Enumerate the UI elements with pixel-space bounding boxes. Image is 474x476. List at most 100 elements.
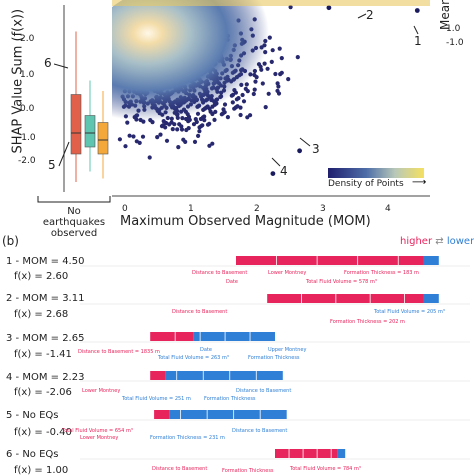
- boxplot: [70, 31, 82, 182]
- y-tick: 0.0: [20, 104, 35, 114]
- row-fx: f(x) = 2.60: [14, 271, 69, 282]
- callout-2: 2: [366, 8, 374, 22]
- x-tick: 1: [188, 204, 194, 214]
- annotation: Distance to Basement: [152, 466, 208, 472]
- row-fx: f(x) = -0.40: [14, 427, 72, 438]
- scatter-point: [123, 144, 128, 149]
- annotation: Distance to Basement: [232, 428, 288, 434]
- force-bar-lower: [165, 371, 283, 380]
- scatter-point: [210, 141, 215, 146]
- annotation: Distance to Basement: [236, 388, 292, 394]
- row-title: 1 - MOM = 4.50: [6, 256, 85, 267]
- no-eq-label-line2: observed: [50, 228, 98, 239]
- annotation: Distance to Basement: [172, 309, 228, 315]
- x-axis-label: Maximum Observed Magnitude (MOM): [120, 214, 371, 229]
- annotation: Distance to Basement = 1835 m: [78, 349, 160, 355]
- scatter-point: [131, 134, 136, 139]
- y-tick: 2.0: [20, 34, 35, 44]
- panel-b-letter: (b): [2, 234, 19, 248]
- panel-a: SHAP Value Sum (f(x)) 2.0 1.0 0.0 -1.0 -…: [0, 0, 474, 239]
- annotation: Date: [226, 279, 238, 285]
- annotation: Formation Thickness = 231 m: [150, 435, 225, 441]
- row-title: 5 - No EQs: [6, 410, 59, 421]
- y-tick: -1.0: [18, 133, 36, 143]
- force-legend: higher ⇄ lower: [400, 236, 474, 247]
- annotation: Total Fluid Volume = 205 m³: [374, 309, 445, 315]
- callout-3: 3: [312, 142, 320, 156]
- density-colorbar: [328, 168, 424, 178]
- annotation: Total Fluid Volume = 251 m: [122, 396, 191, 402]
- annotation: Formation Thickness = 202 m: [330, 319, 405, 325]
- annotation: Total Fluid Volume = 263 m³: [158, 355, 229, 361]
- callout-2-line: [357, 13, 367, 19]
- callout-1: 1: [414, 34, 422, 48]
- force-bar-higher: [275, 449, 338, 458]
- no-eq-bracket: [37, 196, 111, 203]
- annotation: Formation Thickness = 183 m: [344, 270, 419, 276]
- callout-3-line: [299, 137, 311, 147]
- density-legend-label: Density of Points: [328, 179, 404, 189]
- row-fx: f(x) = 2.68: [14, 309, 69, 320]
- force-bar-higher: [154, 410, 170, 419]
- callout-5: 5: [48, 158, 56, 172]
- annotation: Lower Montney: [82, 388, 121, 394]
- callout-6-line: [54, 63, 69, 69]
- row-title: 6 - No EQs: [6, 449, 59, 460]
- right-tick: 1.0: [446, 24, 461, 34]
- callout-1-line: [413, 25, 419, 35]
- force-bar-lower: [169, 410, 287, 419]
- scatter-point: [147, 155, 152, 160]
- force-bar-lower: [423, 294, 439, 303]
- density-legend: Density of Points ⟶: [322, 166, 430, 192]
- y-tick: -2.0: [18, 156, 36, 166]
- force-bar-higher: [150, 332, 194, 341]
- row-title: 4 - MOM = 2.23: [6, 372, 85, 383]
- annotation: Total Fluid Volume = 654 m³: [62, 428, 133, 434]
- arrow-right-icon: ⟶: [412, 177, 427, 188]
- annotation: Distance to Basement: [192, 270, 248, 276]
- highlight-point: [414, 8, 420, 13]
- highlight-point: [297, 148, 302, 154]
- force-plot: [80, 256, 470, 460]
- scatter-point: [176, 145, 181, 150]
- annotation: Total Fluid Volume = 578 m³: [306, 279, 377, 285]
- annotation: Formation Thickness: [222, 468, 274, 474]
- scatter-plot: [112, 0, 430, 197]
- annotation: Formation Thickness: [248, 355, 300, 361]
- legend-lower: lower: [446, 236, 474, 247]
- row-fx: f(x) = -1.41: [14, 349, 72, 360]
- annotation: Lower Montney: [80, 435, 119, 441]
- callout-4-line: [271, 157, 281, 167]
- scatter-point: [207, 143, 212, 148]
- force-bar-higher: [267, 294, 428, 303]
- force-bar-higher: [150, 371, 166, 380]
- swap-arrows-icon: ⇄: [435, 236, 444, 247]
- row-fx: f(x) = 1.00: [14, 465, 69, 476]
- callout-5-line: [58, 141, 70, 167]
- scatter-point: [117, 137, 122, 142]
- force-bar-lower: [193, 332, 275, 341]
- scatter-point: [127, 133, 132, 138]
- panel-b: (b) higher ⇄ lower 1 - MOM = 4.50 f(x) =…: [0, 232, 474, 476]
- annotation: Total Fluid Volume = 784 m³: [290, 466, 361, 472]
- highlight-point: [326, 5, 332, 11]
- annotation: Lower Montney: [268, 270, 307, 276]
- force-bar-lower: [337, 449, 346, 458]
- annotation: Formation Thickness: [204, 396, 256, 402]
- callout-6: 6: [44, 56, 52, 70]
- y-tick: 1.0: [20, 70, 35, 80]
- x-tick: 3: [320, 204, 326, 214]
- boxplot: [97, 91, 109, 179]
- no-eq-label: No earthquakes observed: [36, 206, 112, 239]
- x-tick: 4: [385, 204, 391, 214]
- boxplot: [84, 80, 96, 172]
- x-tick: 2: [254, 204, 260, 214]
- row-fx: f(x) = -2.06: [14, 387, 72, 398]
- force-bar-higher: [236, 256, 431, 265]
- boxplot-area: [36, 0, 112, 196]
- no-eq-label-line1: No earthquakes: [42, 206, 106, 228]
- force-bar-lower: [423, 256, 439, 265]
- scatter-point: [288, 5, 293, 10]
- annotation: Date: [200, 347, 212, 353]
- callout-4: 4: [280, 164, 288, 178]
